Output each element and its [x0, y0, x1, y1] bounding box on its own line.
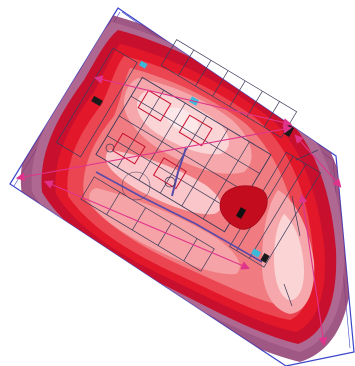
- intensity-zones[interactable]: [20, 14, 352, 362]
- equipment-marker-icon[interactable]: [138, 60, 148, 69]
- measurement-arrows[interactable]: [15, 75, 342, 347]
- measure-arrow-icon[interactable]: [93, 75, 293, 127]
- measure-arrow-icon[interactable]: [298, 193, 328, 347]
- measure-arrow-icon[interactable]: [15, 124, 293, 182]
- measure-arrow-icon[interactable]: [43, 180, 251, 270]
- zone-light-pink-right[interactable]: [274, 214, 304, 301]
- equipment-marker-icon[interactable]: [251, 248, 261, 258]
- equipment-marker-icon[interactable]: [260, 253, 270, 263]
- measure-arrow-icon[interactable]: [294, 134, 342, 188]
